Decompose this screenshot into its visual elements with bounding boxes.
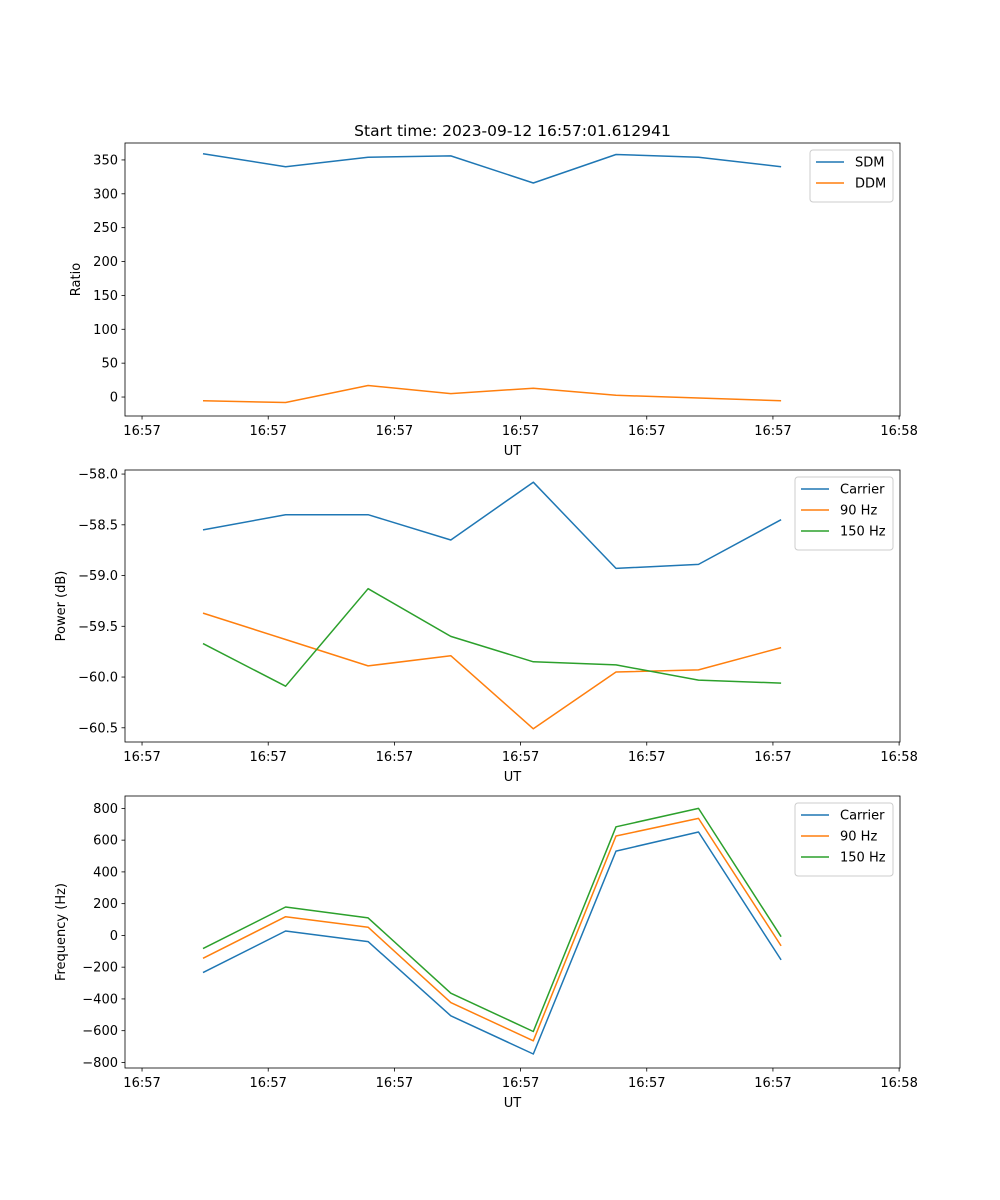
y-tick-label: −800: [82, 1056, 118, 1071]
series-line-carrier: [202, 481, 782, 570]
x-tick-label: 16:57: [502, 1076, 539, 1091]
y-tick-label: −59.5: [78, 620, 118, 635]
series-line-150-hz: [202, 587, 782, 687]
y-tick-label: 600: [93, 834, 118, 849]
x-tick-label: 16:57: [376, 1076, 413, 1091]
x-tick-label: 16:57: [754, 424, 791, 439]
y-axis-label: Ratio: [69, 263, 84, 296]
x-axis-label: UT: [504, 1096, 522, 1111]
y-axis-label: Frequency (Hz): [54, 883, 69, 981]
legend: Carrier 90 Hz 150 Hz: [794, 802, 894, 877]
y-tick-label: 400: [93, 865, 118, 880]
y-tick-label: 250: [93, 221, 118, 236]
x-tick-label: 16:57: [628, 750, 665, 765]
y-tick-label: 350: [93, 153, 118, 168]
y-tick-label: 300: [93, 187, 118, 202]
legend: SDM DDM: [809, 149, 894, 203]
series-line-ddm: [202, 384, 782, 404]
x-tick-label: 16:58: [880, 1076, 917, 1091]
y-tick-label: 150: [93, 289, 118, 304]
x-tick-label: 16:58: [880, 750, 917, 765]
x-tick-label: 16:58: [880, 424, 917, 439]
y-tick-label: −400: [82, 992, 118, 1007]
y-tick-label: 50: [101, 357, 118, 372]
legend: Carrier 90 Hz 150 Hz: [794, 476, 894, 551]
series-line-sdm: [202, 153, 782, 184]
x-tick-label: 16:57: [123, 424, 160, 439]
legend-label-90-hz: 90 Hz: [840, 504, 877, 519]
x-tick-label: 16:57: [376, 750, 413, 765]
x-tick-label: 16:57: [628, 1076, 665, 1091]
legend-box: [809, 149, 894, 203]
legend-label-carrier: Carrier: [840, 483, 885, 498]
x-tick-label: 16:57: [754, 750, 791, 765]
x-axis-label: UT: [504, 444, 522, 459]
power-panel: 16:57 16:57 16:57 16:57 16:57 16:57 16:58 −60.5…: [54, 468, 918, 785]
legend-label-carrier: Carrier: [840, 809, 885, 824]
axes-frame: [124, 469, 901, 743]
x-tick-label: 16:57: [502, 424, 539, 439]
legend-label-150-hz: 150 Hz: [840, 851, 886, 866]
y-tick-label: −200: [82, 961, 118, 976]
y-tick-label: −58.5: [78, 518, 118, 533]
x-tick-label: 16:57: [628, 424, 665, 439]
x-axis-label: UT: [504, 770, 522, 785]
y-tick-label: −600: [82, 1024, 118, 1039]
series-line-carrier: [202, 831, 782, 1055]
x-tick-label: 16:57: [123, 1076, 160, 1091]
y-tick-label: −58.0: [78, 468, 118, 483]
y-tick-label: −60.5: [78, 721, 118, 736]
series-line-150-hz: [202, 807, 782, 1033]
y-tick-label: 0: [110, 391, 118, 406]
y-tick-label: 200: [93, 255, 118, 270]
legend-label-150-hz: 150 Hz: [840, 525, 886, 540]
x-tick-label: 16:57: [249, 750, 286, 765]
x-tick-label: 16:57: [249, 424, 286, 439]
axes-frame: [124, 142, 901, 417]
axes-frame: [124, 795, 901, 1069]
y-tick-label: 100: [93, 323, 118, 338]
legend-label-90-hz: 90 Hz: [840, 830, 877, 845]
figure-title: Start time: 2023-09-12 16:57:01.612941: [354, 122, 671, 140]
y-tick-label: 200: [93, 897, 118, 912]
legend-label-ddm: DDM: [855, 177, 886, 192]
series-line-90-hz: [202, 612, 782, 730]
x-tick-label: 16:57: [754, 1076, 791, 1091]
x-tick-label: 16:57: [123, 750, 160, 765]
y-axis-label: Power (dB): [54, 571, 69, 642]
legend-label-sdm: SDM: [855, 156, 884, 171]
x-tick-label: 16:57: [249, 1076, 286, 1091]
series-line-90-hz: [202, 817, 782, 1042]
y-tick-label: 0: [110, 929, 118, 944]
y-tick-label: 800: [93, 802, 118, 817]
x-tick-label: 16:57: [376, 424, 413, 439]
y-tick-label: −59.0: [78, 569, 118, 584]
frequency-panel: 16:57 16:57 16:57 16:57 16:57 16:57 16:58 −800 −…: [54, 795, 918, 1111]
ratio-panel: 16:57 16:57 16:57 16:57 16:57 16:57 16:58 0 50 10…: [69, 142, 918, 459]
x-tick-label: 16:57: [502, 750, 539, 765]
y-tick-label: −60.0: [78, 671, 118, 686]
